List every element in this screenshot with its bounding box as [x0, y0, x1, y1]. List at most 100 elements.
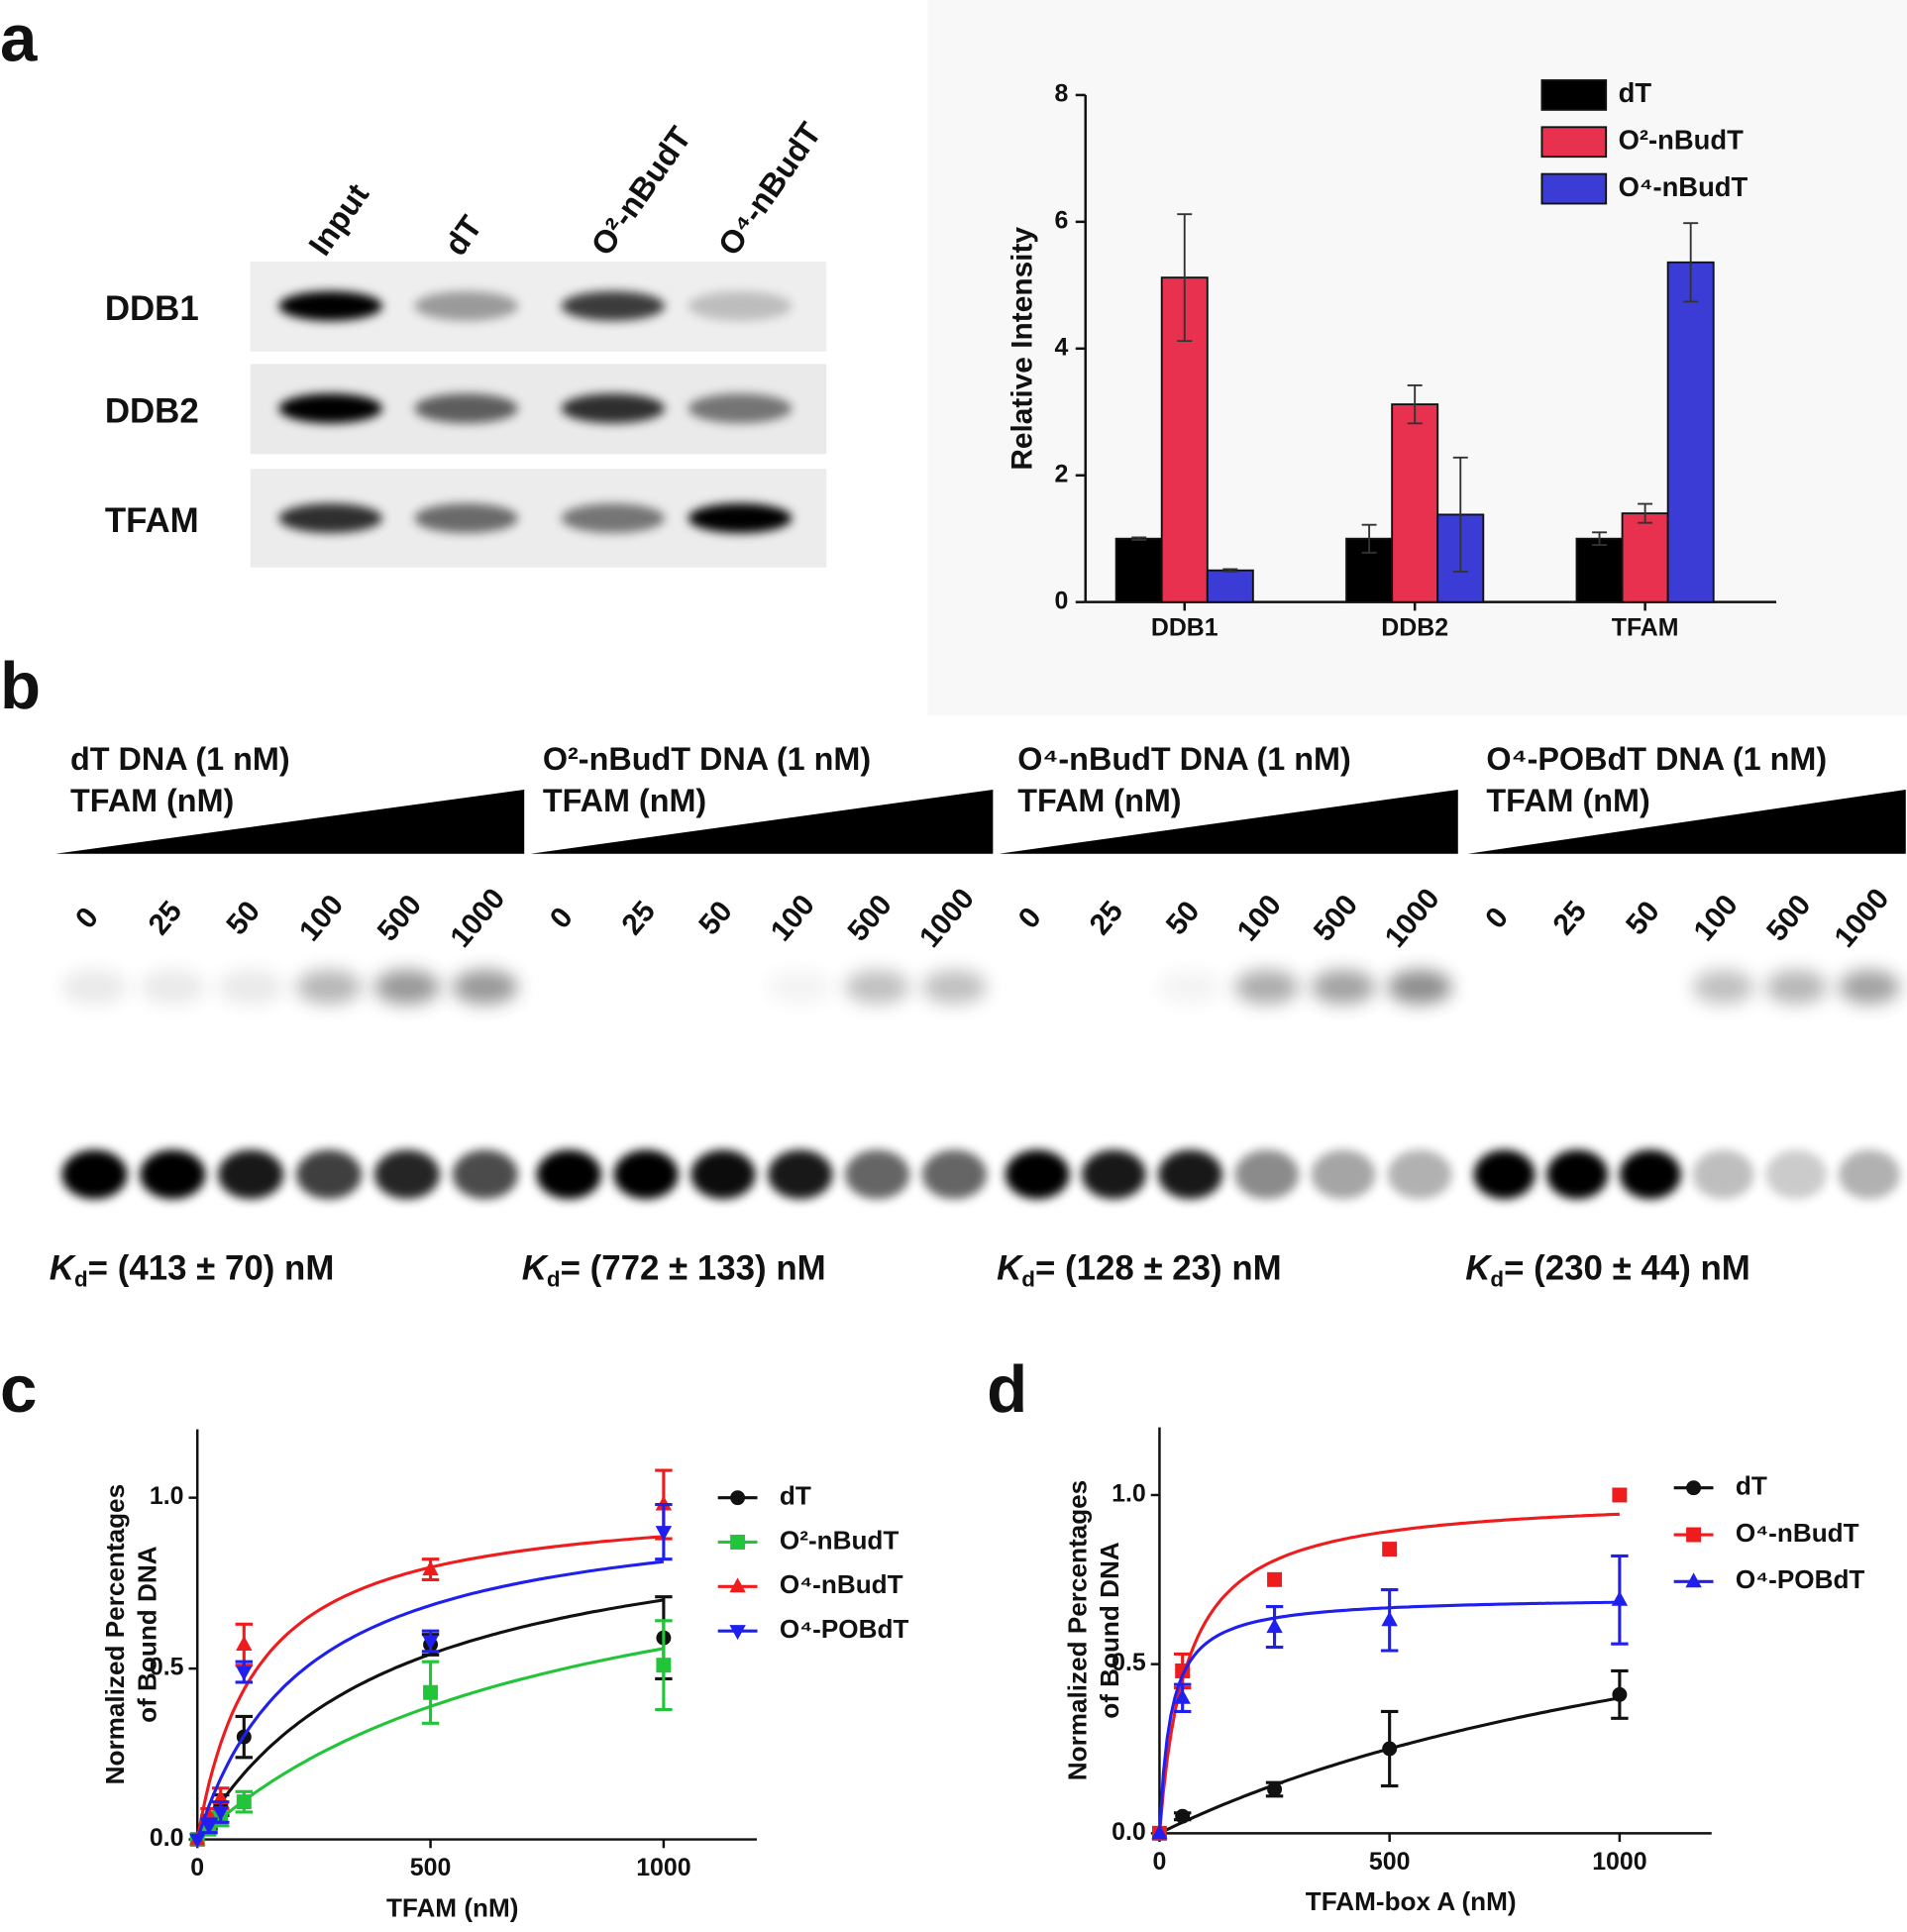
point: [1611, 1590, 1629, 1606]
panel-background: [927, 0, 1907, 716]
legend-marker: [1686, 1480, 1702, 1496]
shifted-band: [218, 969, 284, 1005]
gel-band: [1838, 1149, 1900, 1200]
point: [236, 1665, 253, 1681]
legend-label: O⁴-POBdT: [1736, 1564, 1865, 1594]
y-tick-label: 1.0: [150, 1482, 184, 1510]
lane-label: 50: [1620, 895, 1666, 941]
lane-label: 25: [1546, 895, 1593, 941]
gel-band: [218, 1149, 284, 1200]
point: [1267, 1571, 1283, 1587]
gel-band: [1234, 1149, 1300, 1200]
error-bar: [1638, 502, 1653, 524]
shifted-band: [768, 969, 833, 1005]
kd-subscript: d: [74, 1266, 88, 1291]
legend-marker: [730, 1535, 746, 1550]
shifted-band: [295, 969, 363, 1005]
kd-label: Kd= (413 ± 70) nM: [50, 1249, 335, 1292]
legend-marker: [730, 1490, 746, 1506]
lane-label: 50: [220, 895, 266, 941]
protein-label: TFAM: [105, 501, 199, 540]
kd-symbol: K: [522, 1249, 550, 1288]
error-bar: [1131, 536, 1147, 541]
gel-band: [1619, 1149, 1681, 1200]
gel-band: [452, 1149, 518, 1200]
lane-label: 0: [1012, 902, 1048, 935]
shifted-band: [1838, 969, 1900, 1005]
shifted-band: [1387, 969, 1452, 1005]
y-tick-label: 0.0: [150, 1824, 184, 1852]
shifted-band: [1765, 969, 1828, 1005]
legend-label: O⁴-nBudT: [1619, 171, 1748, 202]
error-bar: [1592, 531, 1608, 547]
point: [212, 1805, 229, 1821]
y-axis-label: Normalized Percentages: [100, 1484, 130, 1784]
point: [1266, 1618, 1283, 1634]
error-bar: [1222, 568, 1238, 573]
blot-band: [278, 290, 382, 321]
kd-label: Kd= (772 ± 133) nM: [522, 1249, 826, 1292]
protein-label: DDB1: [105, 289, 199, 328]
legend-swatch: [1540, 79, 1608, 111]
y-tick-label: 2: [1054, 460, 1068, 487]
point: [1381, 1611, 1398, 1627]
lane-label: 1000: [1828, 883, 1895, 954]
fit-curve: [1157, 1512, 1620, 1834]
gel-band: [373, 1149, 441, 1200]
point: [1382, 1542, 1398, 1557]
legend-marker: [1686, 1527, 1702, 1543]
legend-swatch: [1540, 126, 1608, 159]
gel-band: [1692, 1149, 1754, 1200]
gel-band: [1005, 1149, 1070, 1200]
legend-label: O⁴-POBdT: [780, 1614, 909, 1644]
x-tick-label: 500: [410, 1854, 452, 1881]
legend-marker: [1685, 1572, 1702, 1588]
gel-band: [921, 1149, 988, 1200]
blot-band: [561, 503, 666, 533]
y-axis-label: of Bound DNA: [133, 1546, 162, 1723]
blot-band: [278, 503, 382, 533]
point: [236, 1636, 253, 1651]
x-tick-label: 0: [1153, 1848, 1167, 1876]
y-tick-label: 4: [1054, 333, 1068, 361]
point: [236, 1794, 252, 1810]
x-tick-label: DDB2: [1381, 614, 1448, 642]
x-tick-label: DDB1: [1151, 614, 1218, 642]
blot-band: [688, 393, 793, 424]
lane-label: 50: [1160, 895, 1207, 941]
point: [422, 1635, 439, 1651]
bar: [1575, 537, 1624, 603]
lane-label: 0: [544, 902, 580, 935]
panel-label: a: [0, 1, 38, 75]
fit-curve: [195, 1559, 665, 1841]
lane-label: 100: [1231, 889, 1288, 947]
shifted-band: [921, 969, 988, 1005]
lane-label: 100: [1687, 889, 1744, 947]
gradient-wedge: [55, 789, 525, 854]
y-tick-label: 0: [1054, 587, 1068, 614]
x-tick-label: 500: [1369, 1848, 1411, 1876]
bar: [1391, 403, 1439, 603]
kd-text: = (128 ± 23) nM: [1035, 1249, 1282, 1288]
gel-subtitle: TFAM (nM): [543, 783, 706, 818]
gel-band: [1546, 1149, 1609, 1200]
gel-band: [690, 1149, 756, 1200]
point: [1612, 1487, 1628, 1503]
bar: [1621, 512, 1669, 603]
y-tick-label: 8: [1054, 80, 1068, 108]
x-axis-label: TFAM-box A (nM): [1306, 1886, 1517, 1916]
gel-band: [768, 1149, 833, 1200]
bar: [1666, 261, 1715, 603]
point: [1151, 1824, 1168, 1840]
y-axis-label: of Bound DNA: [1095, 1542, 1124, 1719]
legend-label: dT: [1736, 1471, 1767, 1501]
y-tick-label: 0.0: [1112, 1818, 1146, 1846]
gel-band: [1473, 1149, 1536, 1200]
point: [655, 1526, 673, 1542]
y-axis-label: Relative Intensity: [1006, 227, 1038, 471]
legend-swatch: [1540, 172, 1608, 205]
gel-title: O²-nBudT DNA (1 nM): [543, 741, 871, 777]
shifted-band: [844, 969, 910, 1005]
legend-label: O⁴-nBudT: [1736, 1518, 1859, 1548]
panel-label: d: [987, 1352, 1027, 1427]
